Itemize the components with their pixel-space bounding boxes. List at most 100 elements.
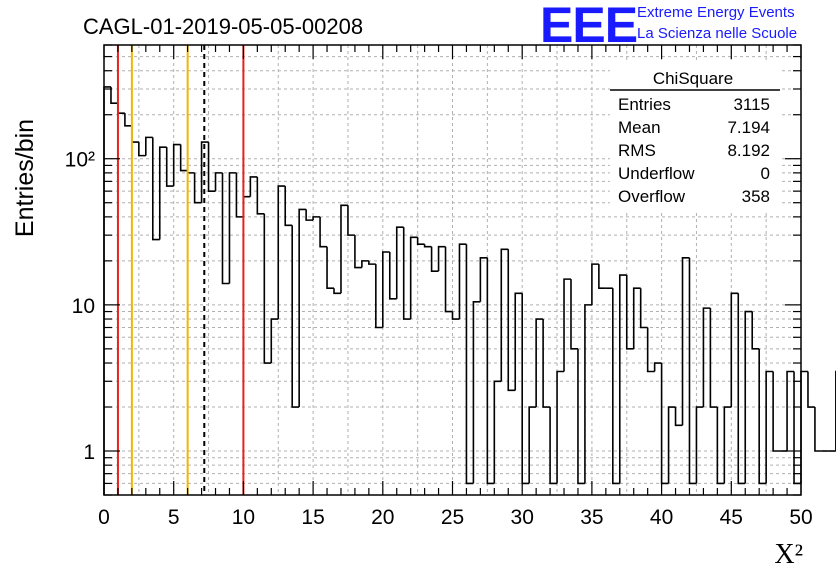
histogram-bin xyxy=(542,319,551,408)
histogram-bin xyxy=(151,137,160,241)
x-tick-label: 20 xyxy=(371,506,394,529)
y-axis-label: Entries/bin xyxy=(11,119,39,237)
histogram-bin xyxy=(716,407,725,485)
histogram-bin xyxy=(172,143,181,187)
stats-row-label: RMS xyxy=(618,141,656,160)
histogram-bin xyxy=(214,172,223,192)
histogram-bin xyxy=(165,147,174,187)
x-tick-label: 30 xyxy=(511,506,534,529)
histogram-bin xyxy=(772,371,781,452)
histogram-bin xyxy=(500,248,509,382)
histogram-bin xyxy=(577,348,585,485)
histogram-bin xyxy=(744,310,753,484)
histogram-bin xyxy=(444,246,453,313)
histogram-bin xyxy=(340,204,348,294)
histogram-bin xyxy=(709,308,718,408)
histogram-bin xyxy=(270,318,279,364)
histogram-bin xyxy=(179,144,188,172)
logo-line-1: Extreme Energy Events xyxy=(637,4,795,21)
histogram-bin xyxy=(388,252,397,300)
x-tick-label: 40 xyxy=(650,506,673,529)
histogram-bin xyxy=(395,226,404,299)
histogram-bin xyxy=(312,216,321,221)
x-tick-label: 50 xyxy=(789,506,812,529)
histogram-bin xyxy=(800,370,808,484)
stats-row-label: Mean xyxy=(618,118,661,137)
stats-rows: Entries 3115 Mean 7.194 RMS 8.192 Underflow 0 Ov… xyxy=(618,95,770,206)
histogram-bin xyxy=(674,407,683,427)
histogram-bin xyxy=(193,172,202,204)
histogram-bin xyxy=(612,288,620,485)
histogram-bin xyxy=(528,406,537,484)
histogram-bin xyxy=(298,208,307,408)
histogram-bin xyxy=(416,237,425,246)
histogram-bin xyxy=(423,244,432,248)
histogram-bin xyxy=(430,246,439,272)
histogram-bin xyxy=(521,293,530,485)
histogram-bin xyxy=(646,327,655,373)
histogram-bin xyxy=(723,406,732,484)
histogram-bin xyxy=(465,244,474,485)
histogram-bin xyxy=(382,251,390,328)
y-tick-label: 1 xyxy=(83,441,95,464)
histogram-bin xyxy=(681,256,690,426)
logo-line-2: La Scienza nelle Scuole xyxy=(637,25,797,42)
histogram-bin xyxy=(507,249,516,392)
histogram-bin xyxy=(737,293,746,485)
stats-box-bg xyxy=(610,62,780,212)
histogram-bin xyxy=(158,146,167,240)
histogram-bin xyxy=(145,136,153,156)
histogram-bin xyxy=(368,260,376,265)
x-tick-label: 25 xyxy=(441,506,464,529)
histogram-bin xyxy=(653,362,662,372)
histogram-bin xyxy=(347,205,355,236)
histogram-bin xyxy=(702,307,711,408)
histogram-bin xyxy=(625,275,634,350)
histogram-bin xyxy=(765,370,774,484)
histogram-bin xyxy=(479,256,488,302)
histogram-bin xyxy=(584,304,592,484)
histogram-bin xyxy=(730,292,739,408)
histogram-bin xyxy=(235,172,244,218)
histogram-bin xyxy=(375,264,383,329)
stats-row-value: 3115 xyxy=(733,95,770,114)
histogram-bin xyxy=(361,260,369,268)
histogram-bin xyxy=(138,142,146,157)
histogram-bin xyxy=(639,288,648,329)
x-tick-label: 45 xyxy=(720,506,743,529)
histogram-bin xyxy=(207,142,216,192)
histogram-bin xyxy=(549,407,558,485)
histogram-bin xyxy=(305,209,314,221)
histogram-bin xyxy=(319,216,328,248)
x-tick-label: 35 xyxy=(580,506,603,529)
histogram-bin xyxy=(570,279,578,350)
histogram-bin xyxy=(667,406,676,484)
histogram-bin xyxy=(618,274,627,484)
x-axis-label: X² xyxy=(774,539,803,570)
axis-ticks xyxy=(103,44,802,496)
histogram-bin xyxy=(472,300,481,484)
histogram-bin xyxy=(110,86,118,104)
histogram-bin xyxy=(131,125,139,143)
histogram-bin xyxy=(591,263,599,305)
histogram-bin xyxy=(751,311,760,350)
histogram-bin xyxy=(354,235,362,269)
histogram-bin xyxy=(256,176,265,215)
histogram-bin xyxy=(242,195,251,217)
histogram-bin xyxy=(263,213,272,364)
histogram-bin xyxy=(249,176,258,197)
tick-labels: 0 5 10 15 20 25 30 35 40 45 50 1 10 10² xyxy=(65,149,813,529)
stats-row-value: 8.192 xyxy=(727,141,770,160)
stats-row-label: Overflow xyxy=(618,187,686,206)
histogram-bin xyxy=(688,257,697,485)
histogram-bin xyxy=(786,370,795,452)
histogram-bin xyxy=(284,186,293,227)
histogram-bin xyxy=(563,278,571,372)
x-tick-label: 0 xyxy=(98,506,110,529)
histogram-bin xyxy=(807,371,815,408)
histogram-bin xyxy=(598,264,606,290)
stats-row-value: 7.194 xyxy=(727,118,770,137)
y-tick-label: 10 xyxy=(72,295,95,318)
histogram-bin xyxy=(200,141,209,203)
